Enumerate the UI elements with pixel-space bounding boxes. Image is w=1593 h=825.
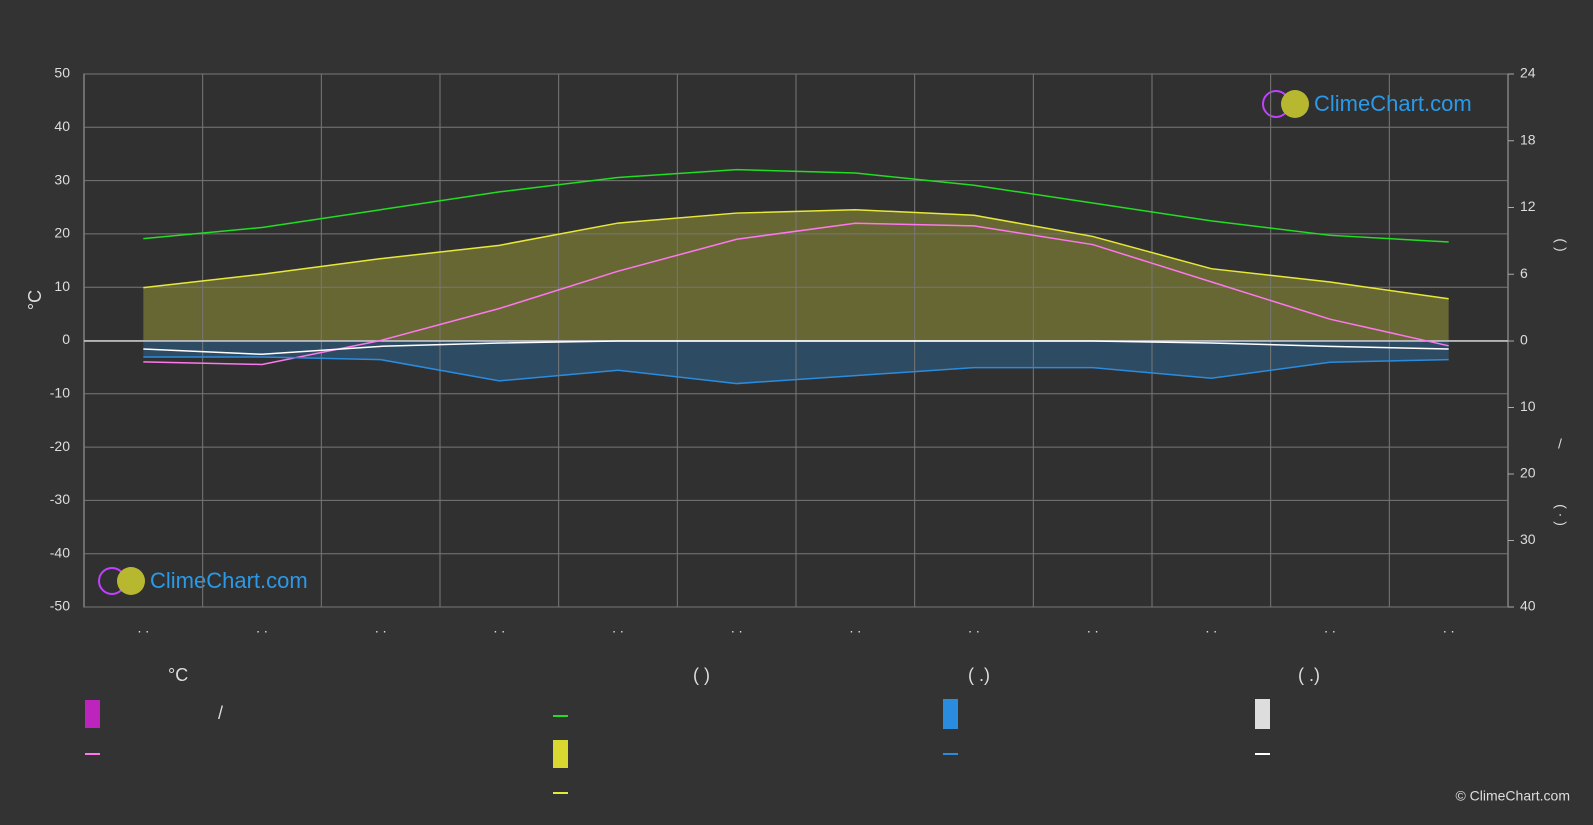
x-tick-label: . . <box>968 620 980 636</box>
x-tick-label: . . <box>1324 620 1336 636</box>
y2-tick-label: 18 <box>1520 131 1536 147</box>
series-line <box>143 222 1449 366</box>
series-line <box>143 340 1449 356</box>
logo: ClimeChart.com <box>1262 90 1472 118</box>
logo-text: ClimeChart.com <box>1314 91 1472 116</box>
x-tick-label: . . <box>256 620 268 636</box>
y3-tick-label: 30 <box>1520 531 1536 547</box>
x-tick-label: . . <box>731 620 743 636</box>
y-tick-label: -30 <box>50 491 70 507</box>
legend-header: ( .) <box>1298 665 1320 685</box>
y3-tick-label: 10 <box>1520 398 1536 414</box>
x-tick-label: . . <box>612 620 624 636</box>
legend-header: ( .) <box>968 665 990 685</box>
x-tick-label: . . <box>1443 620 1455 636</box>
y-tick-label: 10 <box>54 278 70 294</box>
copyright: © ClimeChart.com <box>1455 788 1570 804</box>
y-tick-label: -40 <box>50 544 70 560</box>
y3-axis-label: ( · ) <box>1553 504 1569 526</box>
legend-swatch <box>943 699 958 729</box>
y-tick-label: -20 <box>50 438 70 454</box>
y-tick-label: 50 <box>54 65 70 81</box>
x-tick-label: . . <box>849 620 861 636</box>
x-tick-label: . . <box>493 620 505 636</box>
y3-axis-label: / <box>1558 436 1562 452</box>
series-line <box>143 356 1449 385</box>
y-tick-label: 0 <box>62 331 70 347</box>
y2-tick-label: 6 <box>1520 265 1528 281</box>
legend-header: °C <box>168 665 188 685</box>
x-tick-label: . . <box>1087 620 1099 636</box>
y-tick-label: -50 <box>50 598 70 614</box>
x-tick-label: . . <box>137 620 149 636</box>
logo-text: ClimeChart.com <box>150 568 308 593</box>
y2-tick-label: 12 <box>1520 198 1536 214</box>
y-tick-label: 20 <box>54 225 70 241</box>
legend-swatch <box>1255 699 1270 729</box>
x-tick-label: . . <box>375 620 387 636</box>
y-axis-label: °C <box>25 290 45 310</box>
y-tick-label: -10 <box>50 385 70 401</box>
x-tick-label: . . <box>1205 620 1217 636</box>
y2-axis-label: ( ) <box>1553 238 1569 251</box>
y2-tick-label: 0 <box>1520 332 1528 348</box>
y3-tick-label: 20 <box>1520 465 1536 481</box>
y3-tick-label: 40 <box>1520 598 1536 614</box>
series-line <box>143 168 1449 243</box>
y-tick-label: 30 <box>54 171 70 187</box>
legend-swatch <box>85 700 100 728</box>
y-tick-label: 40 <box>54 118 70 134</box>
legend-header: ( ) <box>693 665 710 685</box>
y2-tick-label: 24 <box>1520 65 1536 81</box>
legend-swatch <box>553 740 568 768</box>
logo: ClimeChart.com <box>98 567 308 595</box>
legend-item: / <box>218 703 223 723</box>
series-line <box>143 208 1449 300</box>
